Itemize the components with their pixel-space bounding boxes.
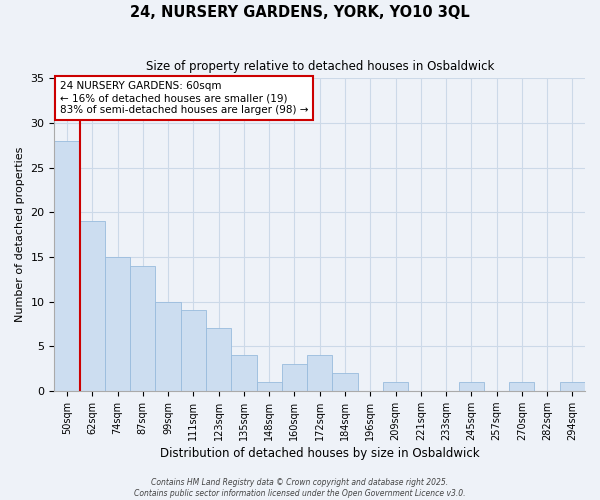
- Bar: [155, 302, 181, 391]
- Bar: [509, 382, 535, 391]
- Bar: [307, 355, 332, 391]
- Title: Size of property relative to detached houses in Osbaldwick: Size of property relative to detached ho…: [146, 60, 494, 73]
- Text: Contains HM Land Registry data © Crown copyright and database right 2025.
Contai: Contains HM Land Registry data © Crown c…: [134, 478, 466, 498]
- Bar: [130, 266, 155, 391]
- Bar: [231, 355, 257, 391]
- Bar: [257, 382, 282, 391]
- Bar: [332, 373, 358, 391]
- Bar: [105, 257, 130, 391]
- Bar: [206, 328, 231, 391]
- Bar: [383, 382, 408, 391]
- X-axis label: Distribution of detached houses by size in Osbaldwick: Distribution of detached houses by size …: [160, 447, 479, 460]
- Bar: [560, 382, 585, 391]
- Bar: [181, 310, 206, 391]
- Bar: [458, 382, 484, 391]
- Bar: [80, 221, 105, 391]
- Text: 24 NURSERY GARDENS: 60sqm
← 16% of detached houses are smaller (19)
83% of semi-: 24 NURSERY GARDENS: 60sqm ← 16% of detac…: [60, 82, 308, 114]
- Y-axis label: Number of detached properties: Number of detached properties: [15, 147, 25, 322]
- Text: 24, NURSERY GARDENS, YORK, YO10 3QL: 24, NURSERY GARDENS, YORK, YO10 3QL: [130, 5, 470, 20]
- Bar: [55, 141, 80, 391]
- Bar: [282, 364, 307, 391]
